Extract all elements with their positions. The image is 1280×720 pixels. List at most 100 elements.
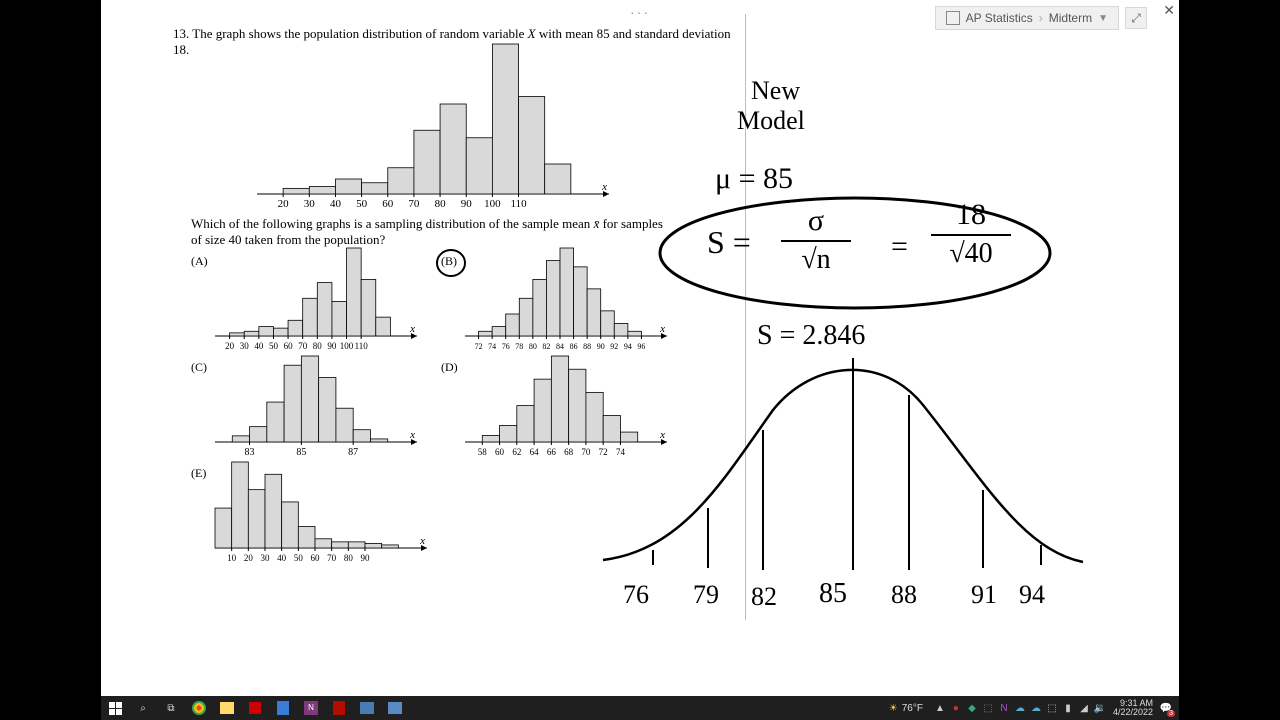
- start-button[interactable]: [101, 696, 129, 720]
- svg-text:90: 90: [361, 553, 371, 563]
- svg-text:40: 40: [330, 198, 342, 210]
- clock[interactable]: 9:31 AM 4/22/2022: [1109, 699, 1157, 717]
- svg-text:88: 88: [583, 342, 591, 351]
- svg-text:50: 50: [356, 198, 368, 210]
- svg-text:100: 100: [484, 198, 501, 210]
- svg-text:110: 110: [355, 341, 369, 351]
- svg-text:84: 84: [556, 342, 564, 351]
- notebook-icon: [946, 11, 960, 25]
- choice-a-label: (A): [191, 254, 208, 269]
- curve-label-1: 79: [693, 580, 719, 610]
- svg-text:80: 80: [344, 553, 354, 563]
- taskbar-app[interactable]: [353, 696, 381, 720]
- svg-text:68: 68: [564, 447, 574, 457]
- svg-text:30: 30: [261, 553, 271, 563]
- tray-icon[interactable]: ⬚: [981, 701, 995, 715]
- note-eq2: =: [891, 230, 908, 264]
- breadcrumb[interactable]: AP Statistics › Midterm ▼: [935, 6, 1119, 30]
- onedrive-icon[interactable]: ☁: [1013, 701, 1027, 715]
- svg-text:85: 85: [296, 447, 306, 458]
- wifi-icon[interactable]: ◢: [1077, 701, 1091, 715]
- svg-text:x: x: [659, 323, 665, 335]
- curve-label-3: 85: [819, 578, 847, 610]
- svg-text:10: 10: [227, 553, 237, 563]
- taskbar-app[interactable]: [213, 696, 241, 720]
- svg-text:x: x: [419, 535, 425, 547]
- taskbar-app[interactable]: [185, 696, 213, 720]
- expand-button[interactable]: ⤢: [1125, 7, 1147, 29]
- svg-text:x: x: [601, 181, 607, 193]
- svg-text:83: 83: [245, 447, 255, 458]
- tray-icon[interactable]: ▲: [933, 701, 947, 715]
- note-frac2: 18 √40: [931, 198, 1011, 270]
- svg-text:20: 20: [244, 553, 254, 563]
- svg-text:90: 90: [327, 341, 337, 351]
- normal-curve: [593, 340, 1093, 590]
- svg-text:76: 76: [502, 342, 510, 351]
- svg-text:70: 70: [408, 198, 420, 210]
- svg-text:60: 60: [382, 198, 394, 210]
- svg-text:60: 60: [495, 447, 505, 457]
- svg-text:50: 50: [269, 341, 279, 351]
- notifications-icon[interactable]: 💬3: [1159, 701, 1173, 715]
- tray-icon[interactable]: ●: [949, 701, 963, 715]
- svg-text:80: 80: [435, 198, 447, 210]
- svg-text:80: 80: [529, 342, 537, 351]
- volume-icon[interactable]: 🔉: [1093, 701, 1107, 715]
- svg-text:74: 74: [488, 342, 496, 351]
- taskbar-app[interactable]: [325, 696, 353, 720]
- choice-d-label: (D): [441, 360, 458, 375]
- taskbar-app[interactable]: [381, 696, 409, 720]
- note-model: Model: [737, 106, 805, 136]
- battery-icon[interactable]: ▮: [1061, 701, 1075, 715]
- svg-text:70: 70: [327, 553, 337, 563]
- breadcrumb-course: AP Statistics: [966, 11, 1033, 25]
- svg-text:90: 90: [461, 198, 473, 210]
- note-frac1: σ √n: [781, 204, 851, 276]
- svg-text:87: 87: [348, 447, 358, 458]
- onedrive-icon[interactable]: ☁: [1029, 701, 1043, 715]
- svg-text:70: 70: [581, 447, 591, 457]
- curve-label-4: 88: [891, 580, 917, 610]
- choice-c-label: (C): [191, 360, 207, 375]
- note-s-eq: S =: [707, 224, 751, 261]
- curve-label-2: 82: [751, 582, 777, 612]
- windows-taskbar[interactable]: ⌕ ⧉ N ☀76°F ▲ ● ◆ ⬚ N ☁ ☁ ⬚ ▮ ◢ 🔉 9:31 A…: [101, 696, 1179, 720]
- svg-text:110: 110: [510, 198, 527, 210]
- svg-text:80: 80: [313, 341, 323, 351]
- choice-c-histogram: 83 85 87 x: [209, 352, 419, 460]
- taskview-icon[interactable]: ⧉: [157, 696, 185, 720]
- taskbar-app[interactable]: [269, 696, 297, 720]
- onenote-tray-icon[interactable]: N: [997, 701, 1011, 715]
- svg-text:x: x: [409, 429, 415, 441]
- svg-text:40: 40: [277, 553, 287, 563]
- svg-text:64: 64: [530, 447, 540, 457]
- svg-text:72: 72: [475, 342, 483, 351]
- choice-b-histogram: 72747678808284868890929496x: [459, 244, 669, 354]
- ellipsis-icon[interactable]: ···: [630, 4, 650, 20]
- svg-text:86: 86: [570, 342, 578, 351]
- onenote-canvas: ··· ✕ AP Statistics › Midterm ▼ ⤢ 13. Th…: [101, 0, 1179, 696]
- svg-text:58: 58: [478, 447, 488, 457]
- note-new: New: [751, 76, 800, 106]
- tray-icon[interactable]: ◆: [965, 701, 979, 715]
- svg-text:30: 30: [240, 341, 250, 351]
- curve-label-0: 76: [623, 580, 649, 610]
- svg-text:30: 30: [304, 198, 316, 210]
- choice-e-histogram: 10 20 30 40 50 60 70 80 90 x: [209, 458, 429, 566]
- taskbar-app[interactable]: [241, 696, 269, 720]
- system-tray[interactable]: ☀76°F ▲ ● ◆ ⬚ N ☁ ☁ ⬚ ▮ ◢ 🔉 9:31 AM 4/22…: [889, 699, 1179, 717]
- svg-text:60: 60: [311, 553, 321, 563]
- taskbar-app[interactable]: N: [297, 696, 325, 720]
- svg-text:50: 50: [294, 553, 304, 563]
- svg-text:66: 66: [547, 447, 557, 457]
- population-histogram: 20 30 40 50 60 70 80 90 100 110 x: [251, 40, 611, 212]
- svg-text:20: 20: [225, 341, 235, 351]
- close-icon[interactable]: ✕: [1163, 2, 1175, 19]
- svg-text:20: 20: [278, 198, 290, 210]
- tray-icon[interactable]: ⬚: [1045, 701, 1059, 715]
- svg-text:82: 82: [542, 342, 550, 351]
- curve-label-6: 94: [1019, 580, 1045, 610]
- weather-widget[interactable]: ☀76°F: [889, 703, 931, 714]
- search-icon[interactable]: ⌕: [129, 696, 157, 720]
